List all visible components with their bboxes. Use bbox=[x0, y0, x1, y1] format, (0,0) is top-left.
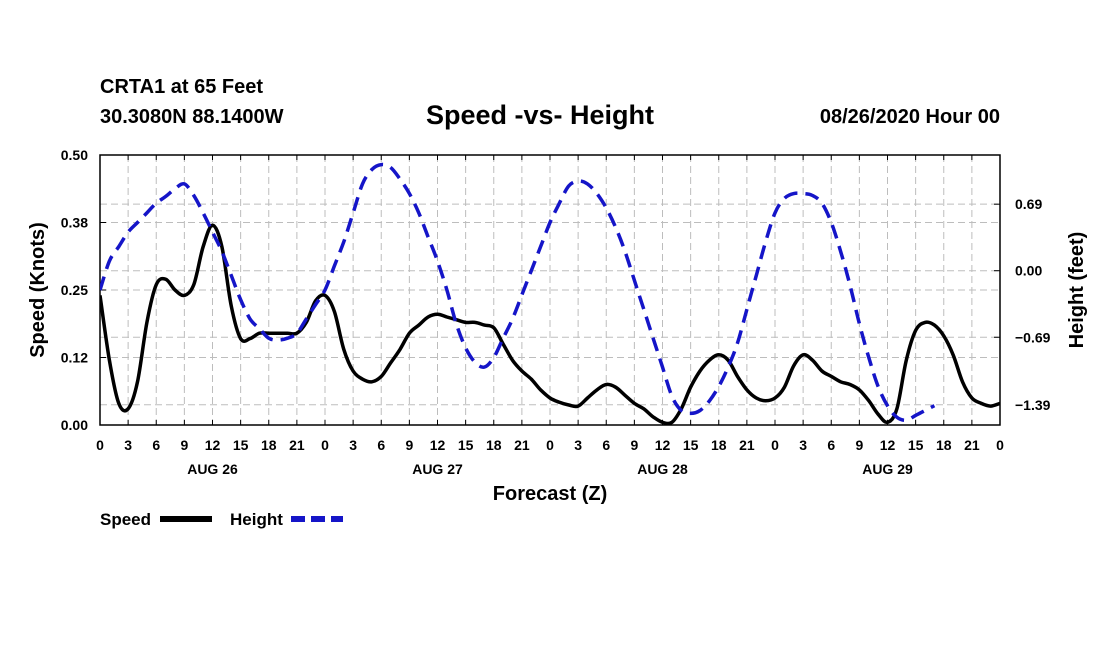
x-tick-label: 15 bbox=[908, 437, 924, 453]
x-tick-label: 9 bbox=[630, 437, 638, 453]
x-tick-label: 6 bbox=[827, 437, 835, 453]
x-tick-label: 15 bbox=[233, 437, 249, 453]
x-tick-label: 21 bbox=[514, 437, 530, 453]
y-axis-title: Speed (Knots) bbox=[27, 222, 49, 358]
y2-tick-label: 0.69 bbox=[1015, 196, 1042, 212]
x-tick-label: 9 bbox=[855, 437, 863, 453]
x-tick-label: 3 bbox=[349, 437, 357, 453]
y2-axis-title: Height (feet) bbox=[1066, 232, 1088, 349]
x-tick-label: 18 bbox=[936, 437, 952, 453]
x-tick-label: 3 bbox=[799, 437, 807, 453]
x-tick-label: 12 bbox=[205, 437, 221, 453]
x-tick-label: 9 bbox=[180, 437, 188, 453]
x-tick-label: 0 bbox=[546, 437, 554, 453]
x-tick-label: 0 bbox=[96, 437, 104, 453]
y-tick-label: 0.50 bbox=[61, 147, 88, 163]
x-tick-label: 6 bbox=[377, 437, 385, 453]
x-day-label: AUG 26 bbox=[187, 461, 238, 477]
series-line-height bbox=[100, 162, 936, 423]
x-tick-label: 12 bbox=[880, 437, 896, 453]
y-tick-label: 0.12 bbox=[61, 350, 88, 366]
y2-tick-label: −1.39 bbox=[1015, 397, 1051, 413]
x-tick-label: 15 bbox=[458, 437, 474, 453]
station-coordinates: 30.3080N 88.1400W bbox=[100, 106, 284, 128]
x-tick-label: 18 bbox=[261, 437, 277, 453]
legend-speed-label: Speed bbox=[100, 510, 151, 529]
x-tick-label: 12 bbox=[430, 437, 446, 453]
x-tick-label: 21 bbox=[739, 437, 755, 453]
x-tick-label: 3 bbox=[124, 437, 132, 453]
series-line-speed bbox=[100, 223, 1000, 425]
x-axis-title: Forecast (Z) bbox=[493, 483, 607, 505]
x-tick-label: 21 bbox=[964, 437, 980, 453]
x-tick-label: 15 bbox=[683, 437, 699, 453]
y-tick-label: 0.25 bbox=[61, 282, 88, 298]
x-tick-label: 0 bbox=[996, 437, 1004, 453]
issued-time: 08/26/2020 Hour 00 bbox=[819, 106, 1000, 128]
x-tick-label: 21 bbox=[289, 437, 305, 453]
chart-title: Speed -vs- Height bbox=[426, 100, 655, 130]
x-tick-label: 18 bbox=[711, 437, 727, 453]
x-tick-label: 0 bbox=[321, 437, 329, 453]
x-tick-label: 0 bbox=[771, 437, 779, 453]
x-tick-label: 3 bbox=[574, 437, 582, 453]
y2-tick-label: −0.69 bbox=[1015, 329, 1051, 345]
x-tick-label: 6 bbox=[602, 437, 610, 453]
x-day-label: AUG 27 bbox=[412, 461, 463, 477]
legend-height-label: Height bbox=[230, 510, 283, 529]
y-tick-label: 0.00 bbox=[61, 417, 88, 433]
y2-tick-label: 0.00 bbox=[1015, 263, 1042, 279]
x-day-label: AUG 29 bbox=[862, 461, 913, 477]
y-tick-label: 0.38 bbox=[61, 215, 88, 231]
x-tick-label: 9 bbox=[405, 437, 413, 453]
station-name: CRTA1 at 65 Feet bbox=[100, 76, 264, 98]
x-tick-label: 18 bbox=[486, 437, 502, 453]
x-day-label: AUG 28 bbox=[637, 461, 688, 477]
x-tick-label: 6 bbox=[152, 437, 160, 453]
x-tick-label: 12 bbox=[655, 437, 671, 453]
